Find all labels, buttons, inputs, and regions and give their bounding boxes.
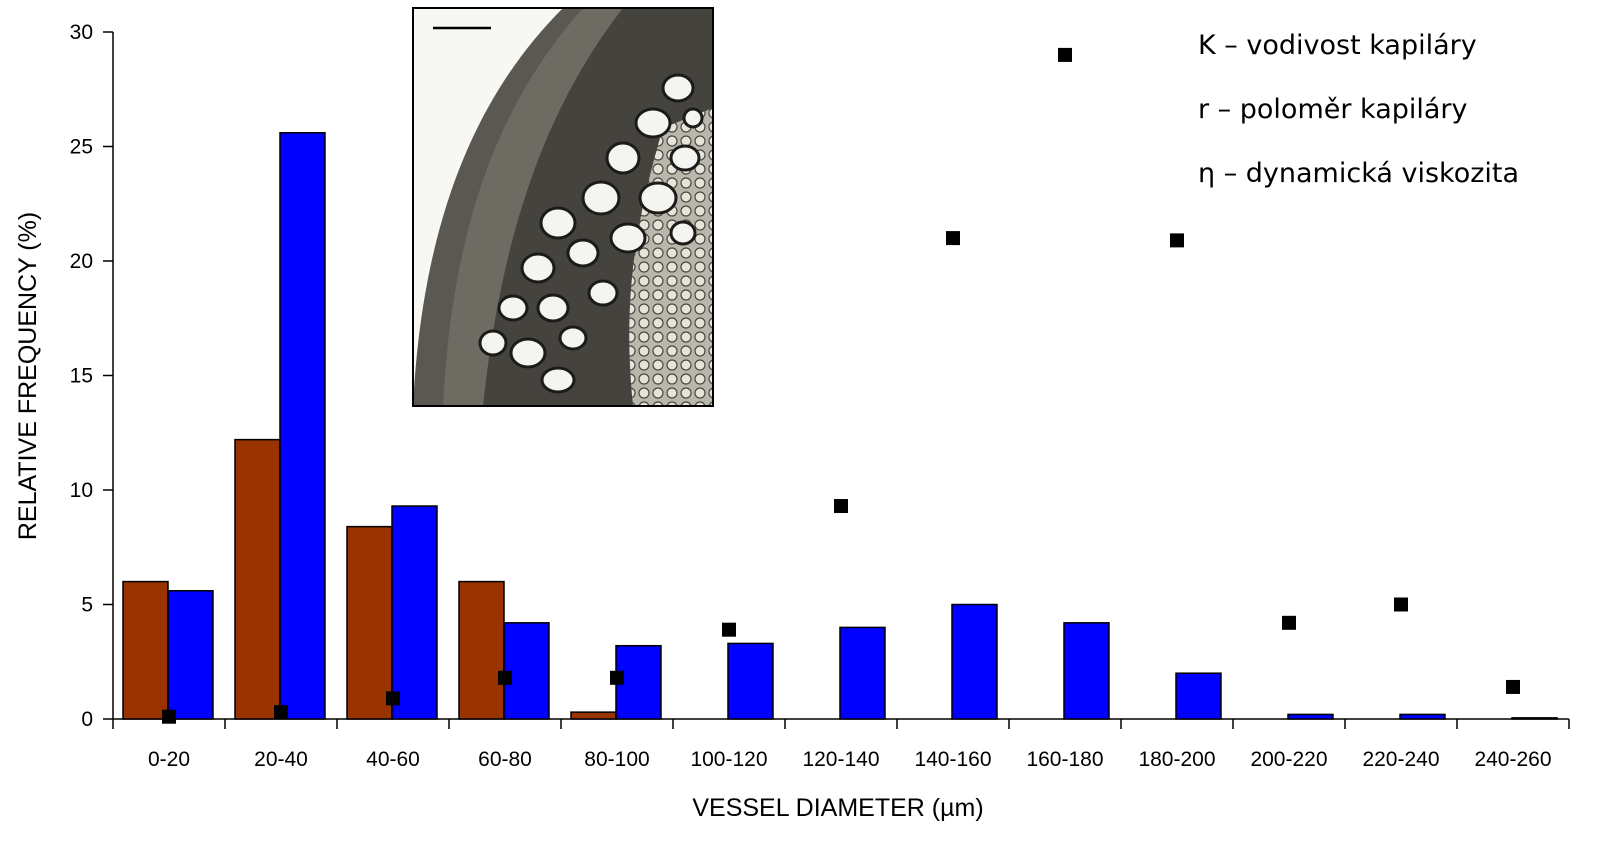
x-axis-title: VESSEL DIAMETER (µm) [692, 794, 983, 822]
y-tick-label-15: 15 [70, 365, 93, 388]
y-axis-title: RELATIVE FREQUENCY (%) [14, 212, 42, 540]
bar-series2-160-180 [1063, 622, 1110, 720]
marker-20-40 [274, 705, 288, 720]
marker-80-100 [610, 670, 624, 685]
bar-series2-0-20 [167, 590, 214, 720]
bar-series2-200-220 [1287, 713, 1334, 720]
y-tick-label-10: 10 [70, 479, 93, 502]
x-tick-label-80-100: 80-100 [584, 748, 649, 771]
marker-200-220 [1282, 615, 1296, 630]
bar-series2-40-60 [391, 505, 438, 720]
marker-60-80 [498, 670, 512, 685]
x-tick-label-0-20: 0-20 [148, 748, 190, 771]
y-tick-label-0: 0 [81, 708, 93, 731]
bar-series2-140-160 [951, 603, 998, 720]
marker-180-200 [1170, 233, 1184, 248]
marker-220-240 [1394, 597, 1408, 612]
bars-group [122, 132, 1558, 720]
x-tick-label-120-140: 120-140 [802, 748, 879, 771]
bar-series1-80-100 [570, 711, 617, 720]
y-tick-label-25: 25 [70, 136, 93, 159]
bar-series1-0-20 [122, 580, 169, 720]
x-tick-label-40-60: 40-60 [366, 748, 420, 771]
marker-140-160 [946, 231, 960, 246]
bar-series2-220-240 [1399, 713, 1446, 720]
legend-text-k: K – vodivost kapiláry [1198, 30, 1477, 61]
x-tick-label-140-160: 140-160 [914, 748, 991, 771]
marker-40-60 [386, 691, 400, 706]
legend: K – vodivost kapiláry r – poloměr kapilá… [1198, 30, 1519, 189]
bar-series1-40-60 [346, 525, 393, 720]
bar-series1-20-40 [234, 438, 281, 720]
marker-0-20 [162, 709, 176, 724]
inset-micrograph [412, 7, 714, 407]
x-tick-label-100-120: 100-120 [690, 748, 767, 771]
marker-100-120 [722, 622, 736, 637]
marker-120-140 [834, 499, 848, 514]
x-tick-label-240-260: 240-260 [1474, 748, 1551, 771]
x-tick-label-20-40: 20-40 [254, 748, 308, 771]
x-tick-label-220-240: 220-240 [1362, 748, 1439, 771]
bar-series2-120-140 [839, 626, 886, 720]
y-tick-label-5: 5 [81, 594, 93, 617]
x-tick-labels: 0-20 20-40 40-60 60-80 80-100 100-120 120-140 1… [148, 748, 1552, 771]
marker-160-180 [1058, 47, 1072, 62]
bar-series2-240-260 [1511, 717, 1558, 720]
marker-240-260 [1506, 679, 1520, 694]
bar-series2-20-40 [279, 132, 326, 720]
legend-text-eta: η – dynamická viskozita [1198, 158, 1519, 189]
x-tick-label-160-180: 160-180 [1026, 748, 1103, 771]
y-tick-label-30: 30 [70, 21, 93, 44]
y-tick-labels: 0 5 10 15 20 25 30 [70, 21, 93, 731]
y-tick-label-20: 20 [70, 250, 93, 273]
x-tick-label-60-80: 60-80 [478, 748, 532, 771]
x-tick-label-180-200: 180-200 [1138, 748, 1215, 771]
markers-group [162, 47, 1520, 724]
x-tick-label-200-220: 200-220 [1250, 748, 1327, 771]
legend-text-r: r – poloměr kapiláry [1198, 94, 1468, 125]
bar-series2-100-120 [727, 642, 774, 720]
bar-series1-60-80 [458, 580, 505, 720]
bar-series2-180-200 [1175, 672, 1222, 720]
